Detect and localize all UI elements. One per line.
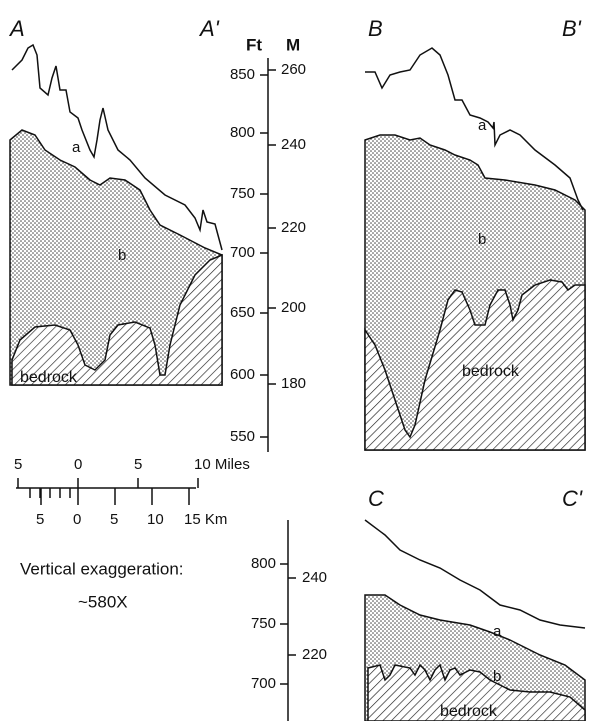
tick-label: 0 xyxy=(73,511,81,528)
tick-label: 700 xyxy=(251,675,276,692)
section-c: C C' a b bedrock xyxy=(364,486,586,721)
elevation-scale: 800 750 700 240 220 xyxy=(251,520,327,721)
bedrock xyxy=(367,663,586,721)
section-a: A A' a b bedrock xyxy=(8,16,223,386)
tick-label: 700 xyxy=(230,244,255,261)
layer-label: a xyxy=(493,623,502,640)
surface-profile xyxy=(365,47,584,211)
tick-label: 800 xyxy=(230,124,255,141)
section-label: A xyxy=(8,16,25,41)
section-b: B B' a b bedrock xyxy=(364,16,586,451)
tick-label: 750 xyxy=(251,615,276,632)
exaggeration-value: ~580X xyxy=(78,592,128,611)
tick-label: 5 xyxy=(134,456,142,473)
layer-label: b xyxy=(118,247,126,264)
tick-label: 240 xyxy=(281,136,306,153)
layer-label: bedrock xyxy=(462,363,520,380)
tick-label: 600 xyxy=(230,366,255,383)
layer-label: bedrock xyxy=(440,703,498,720)
tick-label: 200 xyxy=(281,299,306,316)
tick-label: 5 xyxy=(14,456,22,473)
section-label: A' xyxy=(198,16,220,41)
exaggeration-label: Vertical exaggeration: xyxy=(20,559,184,578)
feet-ticks: 850 800 750 700 650 600 550 xyxy=(230,66,268,445)
scale-ticks: 5 0 5 10 Miles 5 0 5 10 15 Km xyxy=(14,456,250,528)
tick-label: 5 xyxy=(36,511,44,528)
tick-label: 800 xyxy=(251,555,276,572)
surface-profile xyxy=(11,43,223,251)
section-label: C xyxy=(368,486,384,511)
layer-label: b xyxy=(493,668,501,685)
tick-label: 750 xyxy=(230,185,255,202)
unit-title: M xyxy=(286,35,300,54)
tick-label: 10 Miles xyxy=(194,456,250,473)
layer-label: a xyxy=(478,117,487,134)
tick-label: 220 xyxy=(281,219,306,236)
tick-label: 650 xyxy=(230,304,255,321)
tick-label: 240 xyxy=(302,569,327,586)
tick-label: 5 xyxy=(110,511,118,528)
bedrock xyxy=(364,279,586,451)
elevation-scale: Ft M 850 800 750 700 650 600 550 260 240 220 200 1… xyxy=(230,35,306,452)
tick-label: 850 xyxy=(230,66,255,83)
tick-label: 550 xyxy=(230,428,255,445)
meter-ticks: 260 240 220 200 180 xyxy=(268,61,306,392)
tick-label: 0 xyxy=(74,456,82,473)
distance-scale: 5 0 5 10 Miles 5 0 5 10 15 Km xyxy=(14,456,250,528)
layer-label: a xyxy=(72,139,81,156)
feet-ticks: 800 750 700 xyxy=(251,555,288,692)
unit-title: Ft xyxy=(246,35,262,54)
tick-label: 220 xyxy=(302,646,327,663)
layer-label: bedrock xyxy=(20,369,78,386)
section-label: C' xyxy=(562,486,583,511)
tick-label: 260 xyxy=(281,61,306,78)
surface-profile xyxy=(364,519,586,629)
bedrock xyxy=(11,253,223,386)
layer-label: b xyxy=(478,231,486,248)
section-label: B xyxy=(368,16,383,41)
section-label: B' xyxy=(562,16,582,41)
tick-label: 15 Km xyxy=(184,511,227,528)
tick-label: 180 xyxy=(281,375,306,392)
tick-label: 10 xyxy=(147,511,164,528)
meter-ticks: 240 220 xyxy=(288,569,327,663)
